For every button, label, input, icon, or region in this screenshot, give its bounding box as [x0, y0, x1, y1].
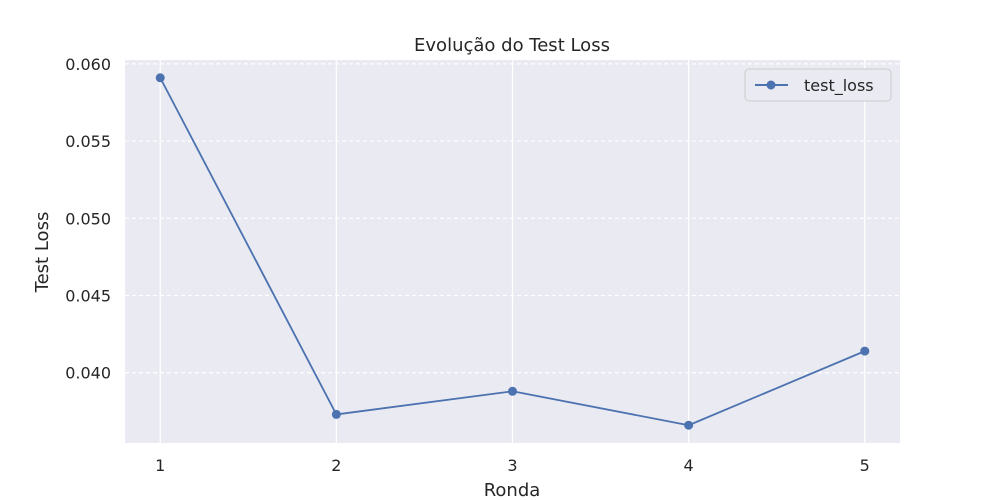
x-tick-label: 3 [507, 456, 517, 475]
y-axis-label: Test Loss [32, 212, 53, 294]
y-tick-label: 0.055 [65, 132, 111, 151]
data-point [684, 420, 694, 430]
legend-series-label: test_loss [804, 76, 874, 96]
chart-title: Evolução do Test Loss [414, 35, 610, 56]
y-tick-label: 0.060 [65, 55, 111, 74]
data-point [331, 409, 341, 419]
series-layer [155, 73, 870, 430]
x-tick-label: 2 [331, 456, 341, 475]
legend: test_loss [744, 68, 892, 102]
y-tick-labels: 0.040 0.045 0.050 0.055 0.060 [65, 55, 111, 383]
x-tick-label: 4 [684, 456, 694, 475]
y-tick-label: 0.045 [65, 287, 111, 306]
legend-series-marker [766, 80, 776, 90]
y-tick-label: 0.040 [65, 364, 111, 383]
legend-box [744, 68, 892, 102]
data-point [860, 346, 870, 356]
x-tick-label: 1 [155, 456, 165, 475]
x-axis-label: Ronda [484, 480, 541, 500]
x-gridlines [159, 60, 866, 443]
y-gridlines [125, 63, 900, 374]
x-tick-label: 5 [860, 456, 870, 475]
data-point [508, 386, 517, 396]
y-tick-label: 0.050 [65, 209, 111, 228]
x-tick-labels: 1 2 3 4 5 [155, 456, 870, 475]
data-point [155, 73, 165, 83]
